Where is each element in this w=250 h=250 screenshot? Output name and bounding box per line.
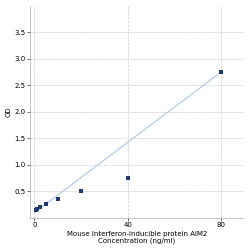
Point bbox=[44, 202, 48, 206]
X-axis label: Mouse Interferon-inducible protein AIM2
Concentration (ng/ml): Mouse Interferon-inducible protein AIM2 … bbox=[67, 231, 207, 244]
Point bbox=[79, 189, 83, 193]
Point bbox=[56, 197, 60, 201]
Point bbox=[219, 70, 223, 74]
Point bbox=[35, 207, 39, 211]
Point bbox=[38, 205, 42, 209]
Point bbox=[126, 176, 130, 180]
Point bbox=[34, 208, 38, 212]
Y-axis label: OD: OD bbox=[6, 106, 12, 117]
